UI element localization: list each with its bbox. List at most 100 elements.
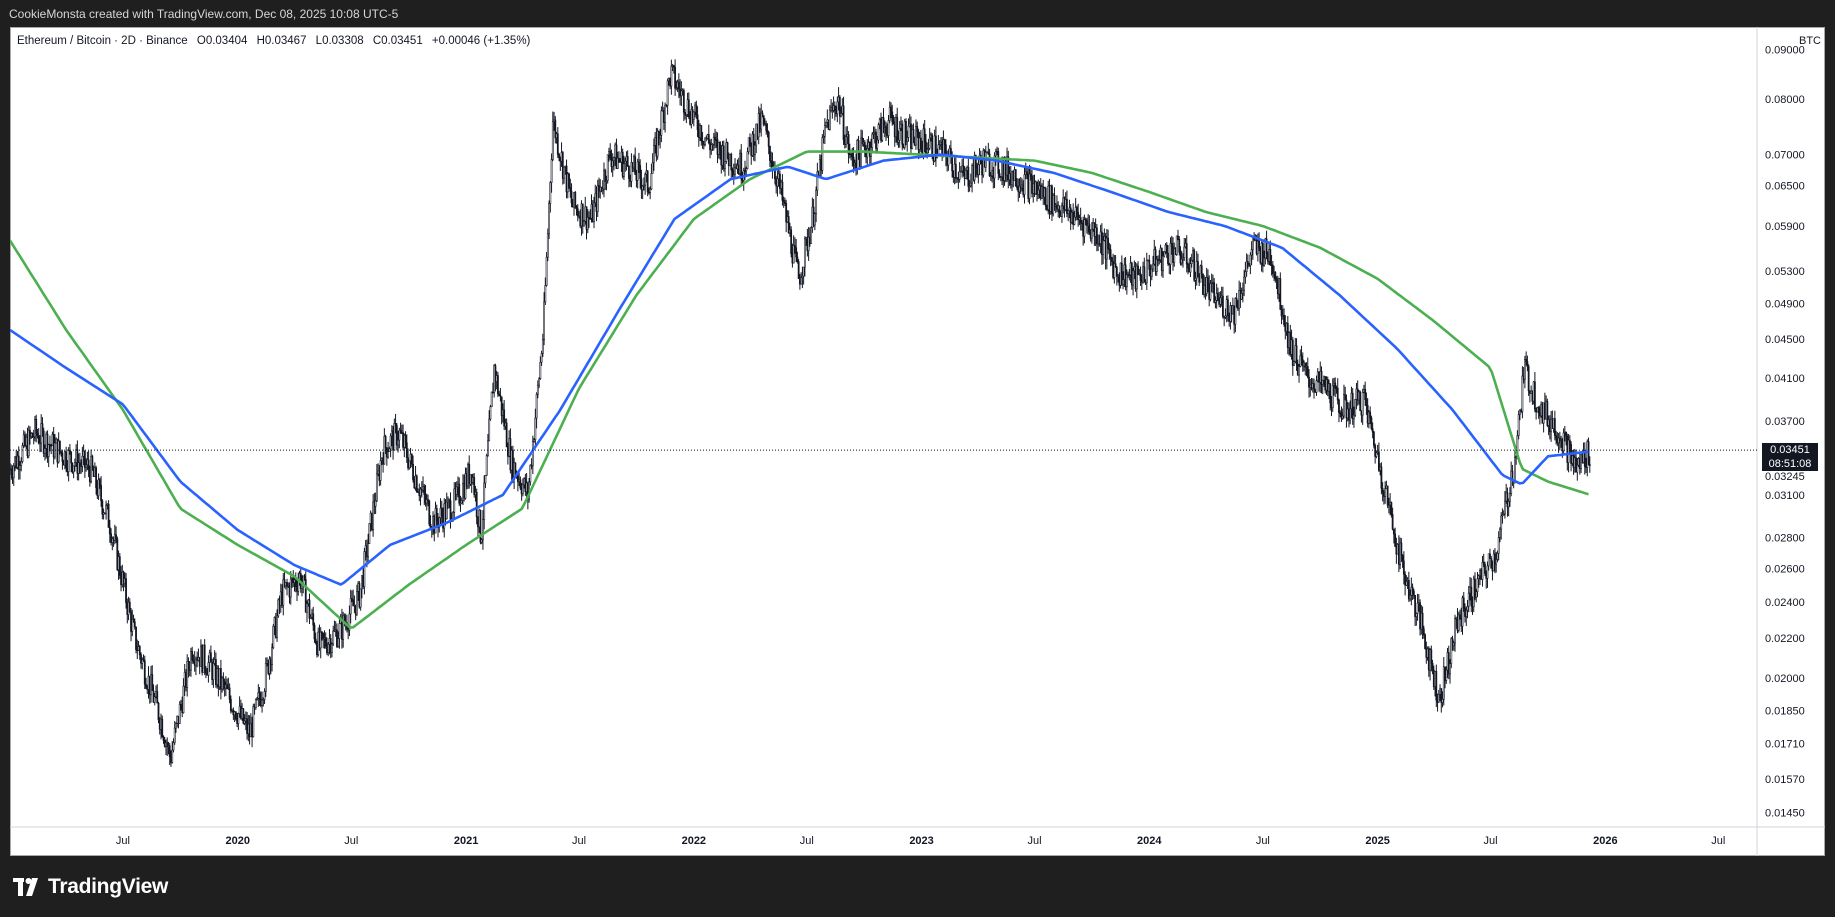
candle-body <box>1241 289 1244 294</box>
candle-body <box>1219 297 1222 305</box>
candle-body <box>101 500 104 515</box>
candle-body <box>497 375 499 395</box>
currency-label[interactable]: BTC <box>1799 35 1821 47</box>
candle-body <box>794 245 796 248</box>
candle-body <box>319 631 322 649</box>
candle-body <box>76 449 79 474</box>
candle-body <box>644 173 647 186</box>
candle-body <box>1450 638 1453 664</box>
candle-body <box>389 435 392 449</box>
candle-body <box>1169 243 1172 265</box>
candle-body <box>395 425 398 446</box>
candle-body <box>1497 537 1500 554</box>
candle-body <box>408 460 411 469</box>
y-tick-label: 0.01850 <box>1765 706 1805 718</box>
ohlc-open: O0.03404 <box>196 35 248 47</box>
candle-body <box>1132 270 1134 286</box>
candle-body <box>59 440 61 452</box>
candle-body <box>549 182 552 204</box>
candle-body <box>892 121 895 125</box>
candle-body <box>1442 666 1445 700</box>
candle-body <box>1506 492 1509 508</box>
candle-body <box>535 394 538 419</box>
candle-body <box>110 533 112 543</box>
caption-text: CookieMonsta created with TradingView.co… <box>9 7 399 21</box>
brand-name: TradingView <box>48 875 169 898</box>
candle-body <box>861 137 864 145</box>
candle-body <box>482 519 484 541</box>
candle-body <box>730 153 733 171</box>
candle-body <box>352 599 355 607</box>
candle-body <box>782 200 785 203</box>
candle-body <box>1466 606 1469 611</box>
candle-body <box>1182 257 1184 260</box>
candle-body <box>847 134 850 155</box>
candle-body <box>1587 441 1590 465</box>
candle-body <box>1177 235 1179 240</box>
candle-body <box>1125 274 1128 288</box>
tradingview-brand[interactable]: TradingView <box>13 875 168 899</box>
candle-body <box>1110 257 1113 262</box>
y-tick-label: 0.05300 <box>1765 266 1805 278</box>
candle-body <box>356 591 358 615</box>
candle-body <box>997 151 1000 174</box>
candle-body <box>271 647 273 665</box>
candle-body <box>1459 614 1461 619</box>
candle-body <box>404 435 407 444</box>
candle-body <box>1502 513 1505 516</box>
candle-body <box>294 579 297 587</box>
candle-body <box>1109 249 1112 259</box>
candle-body <box>923 128 926 143</box>
y-tick-label: 0.01710 <box>1765 738 1805 750</box>
candle-body <box>412 463 414 480</box>
candle-body <box>600 186 603 191</box>
candle-body <box>765 123 768 131</box>
candle-body <box>538 378 540 386</box>
candle-body <box>556 133 559 155</box>
candle-body <box>989 175 992 177</box>
candle-body <box>210 652 212 663</box>
candle-body <box>97 479 100 497</box>
candle-body <box>153 696 156 703</box>
candle-body <box>1263 257 1265 266</box>
candle-body <box>1381 487 1384 493</box>
candle-body <box>1387 504 1390 507</box>
candle-body <box>393 423 396 451</box>
candle-body <box>1496 553 1499 560</box>
price-chart[interactable]: 0.09000 0.08000 0.07000 0.06500 0.05900 0.053… <box>10 27 1825 856</box>
chart-area[interactable] <box>10 27 1825 856</box>
candle-body <box>338 623 341 639</box>
candle-body <box>157 702 160 721</box>
candle-body <box>415 475 418 492</box>
candle-body <box>1167 252 1169 264</box>
candle-body <box>1313 383 1315 390</box>
candle-body <box>852 156 855 166</box>
candle-body <box>959 170 962 173</box>
candle-body <box>543 301 545 341</box>
candle-body <box>761 112 764 116</box>
candle-body <box>1380 466 1383 489</box>
candle-body <box>1476 578 1479 592</box>
candle-body <box>740 152 743 180</box>
candle-body <box>670 65 673 87</box>
candle-body <box>108 527 111 535</box>
candle-body <box>987 151 990 155</box>
candle-body <box>568 173 570 188</box>
ohlc-high: H0.03467 <box>256 35 307 47</box>
candle-body <box>398 429 401 441</box>
candle-body <box>1114 263 1117 268</box>
candle-body <box>906 137 909 142</box>
candle-body <box>1077 212 1080 221</box>
candle-body <box>1175 235 1178 255</box>
candle-body <box>1315 380 1318 393</box>
candle-body <box>541 339 544 354</box>
candle-body <box>816 171 819 191</box>
candle-body <box>1115 267 1118 277</box>
candle-body <box>1128 274 1131 276</box>
y-tick-label: 0.07000 <box>1765 150 1805 162</box>
candle-body <box>636 161 639 181</box>
candle-body <box>1280 309 1283 317</box>
candle-body <box>1088 223 1091 233</box>
symbol-legend: Ethereum / Bitcoin · 2D · Binance O0.034… <box>17 35 536 47</box>
candle-body <box>916 125 919 132</box>
